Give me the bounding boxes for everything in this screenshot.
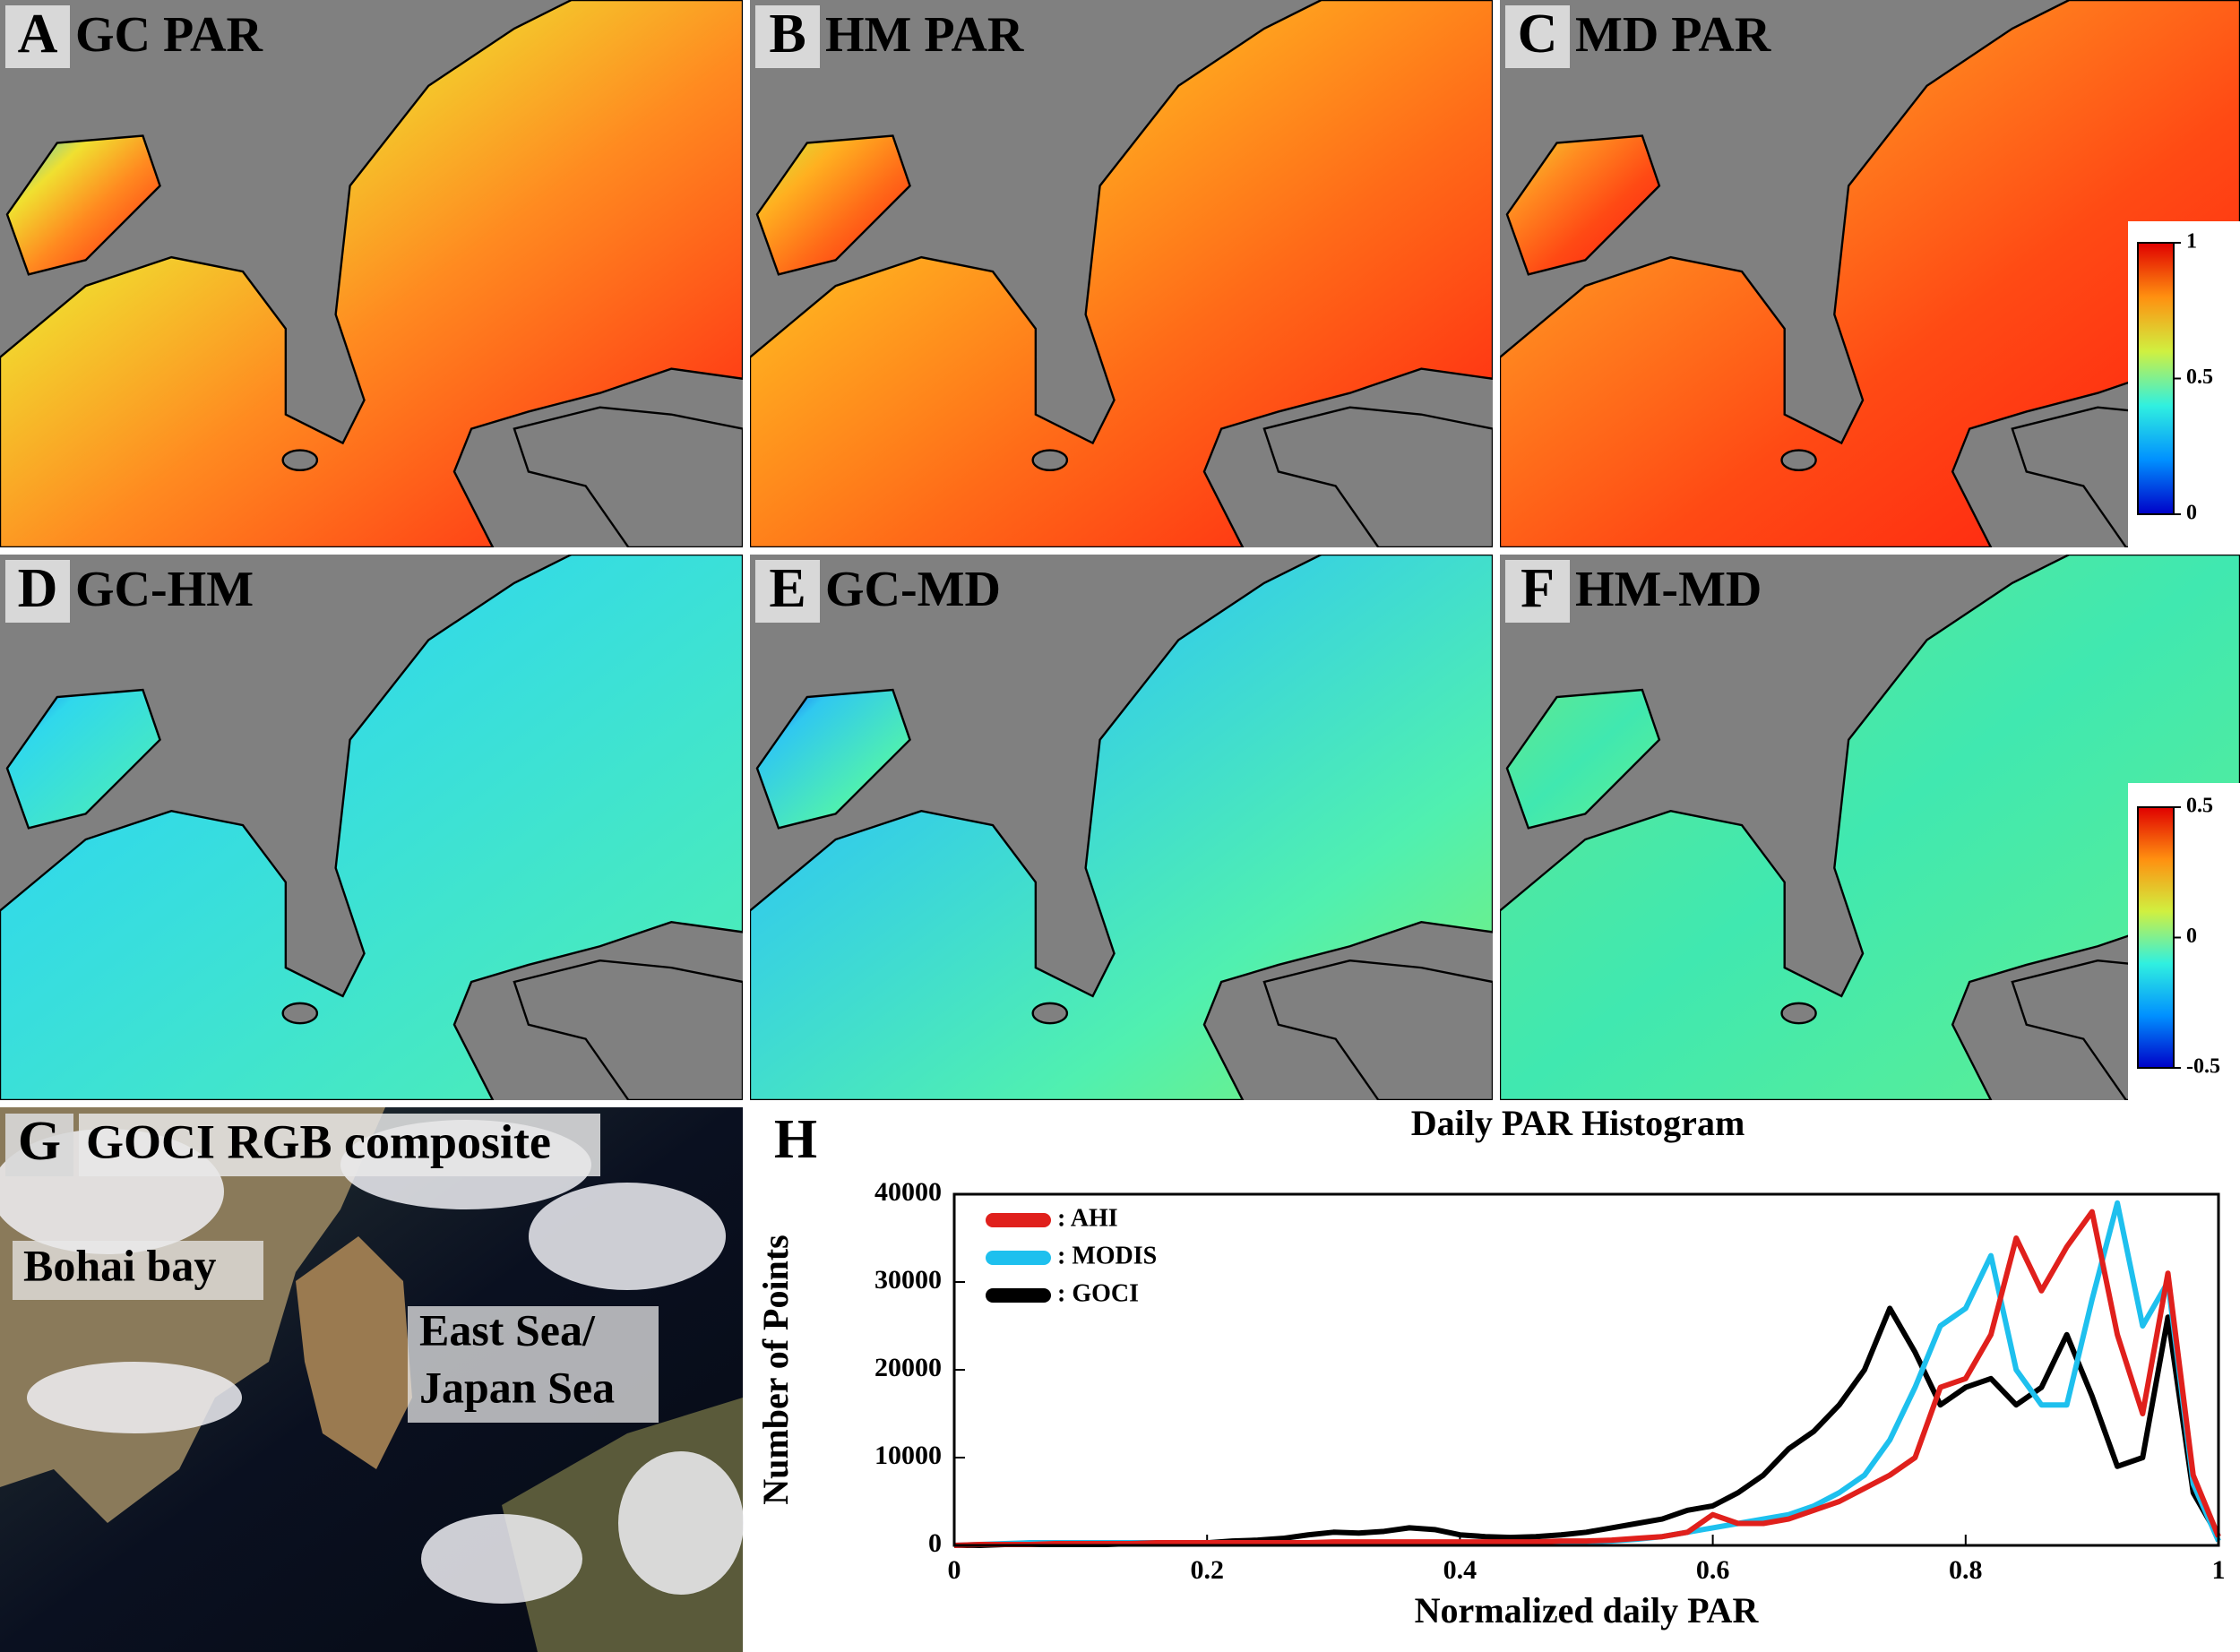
label-box (5, 560, 70, 623)
annotation: Bohai bay (23, 1240, 216, 1290)
legend-label: : MODIS (1057, 1242, 1157, 1269)
panel-letter: G (18, 1111, 61, 1172)
colorbar-label: 1 (2186, 230, 2197, 254)
panel-title: GC-HM (75, 562, 254, 617)
x-tick-label: 0 (948, 1555, 961, 1585)
y-tick-label: 0 (928, 1528, 942, 1558)
label-box (1505, 5, 1570, 68)
x-tick-label: 0.2 (1190, 1555, 1224, 1585)
rgb-cloud (529, 1183, 726, 1290)
x-tick-label: 0.8 (1949, 1555, 1983, 1585)
label-box (1505, 560, 1570, 623)
colorbar-label: 0.5 (2186, 795, 2213, 818)
plot-frame (952, 1192, 2220, 1547)
colorbar-label: 0 (2186, 925, 2197, 948)
chart-title: Daily PAR Histogram (1411, 1103, 1745, 1143)
rgb-cloud (421, 1514, 582, 1604)
panel-letter: D (18, 558, 58, 619)
panel-title: GOCI RGB composite (86, 1114, 551, 1168)
annotation-box (13, 1241, 263, 1300)
panel-letter: C (1518, 4, 1558, 65)
x-axis-label: Normalized daily PAR (1415, 1590, 1760, 1630)
panel-letter: E (769, 558, 806, 619)
panel-title: GC PAR (75, 7, 263, 63)
data-line (953, 1209, 2221, 1548)
rgb-land (296, 1236, 412, 1469)
x-tick-label: 0.6 (1696, 1555, 1730, 1585)
panel-title: HM-MD (1575, 562, 1762, 617)
panel-title: MD PAR (1575, 7, 1771, 63)
annotation-box (408, 1306, 659, 1423)
label-box (5, 5, 70, 68)
x-tick-label: 1 (2212, 1555, 2226, 1585)
panel-letter: A (18, 4, 58, 65)
label-box (755, 5, 820, 68)
rgb-cloud (27, 1362, 242, 1433)
y-axis-label: Number of Points (755, 1235, 796, 1504)
x-tick-label: 0.4 (1443, 1555, 1478, 1585)
panel-title: HM PAR (825, 7, 1024, 63)
annotation: East Sea/ (419, 1304, 596, 1355)
colorbar-label: -0.5 (2186, 1055, 2220, 1079)
annotation: Japan Sea (419, 1362, 615, 1412)
y-tick-label: 10000 (874, 1441, 942, 1470)
label-box (79, 1114, 600, 1176)
colorbar-label: 0.5 (2186, 366, 2213, 389)
label-box (5, 1114, 73, 1176)
colorbar (2137, 806, 2175, 1069)
rgb-cloud (618, 1451, 744, 1595)
colorbar (2137, 242, 2175, 515)
y-tick-label: 30000 (874, 1265, 942, 1295)
panel-letter: F (1521, 558, 1555, 619)
y-tick-label: 20000 (874, 1353, 942, 1382)
panel-title: GC-MD (825, 562, 1001, 617)
label-box (755, 560, 820, 623)
colorbar-label: 0 (2186, 502, 2197, 525)
legend-label: : AHI (1057, 1204, 1118, 1232)
panel-letter: H (774, 1109, 817, 1170)
legend-label: : GOCI (1057, 1279, 1139, 1307)
data-line (954, 1305, 2221, 1548)
y-tick-label: 40000 (874, 1177, 942, 1207)
panel-letter: B (769, 4, 806, 65)
